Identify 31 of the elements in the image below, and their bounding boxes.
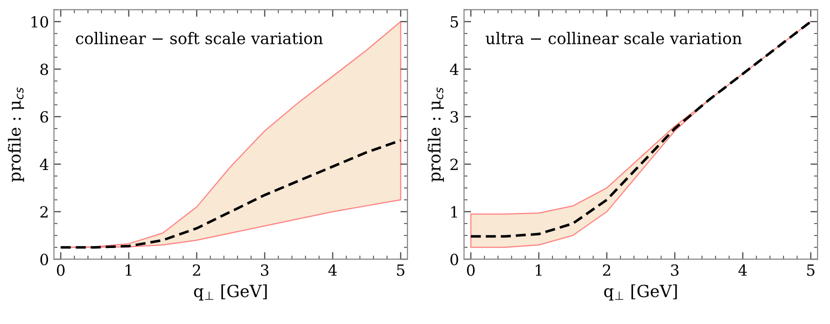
- x-tick-label: 0: [466, 264, 475, 276]
- y-tick-label: 3: [450, 111, 458, 123]
- x-tick-label: 2: [602, 264, 610, 276]
- y-tick-label: 6: [40, 111, 48, 123]
- y-tick-label: 0: [40, 254, 48, 266]
- y-tick-label: 1: [451, 206, 457, 218]
- x-tick-label: 5: [397, 264, 404, 276]
- y-axis-title: profile : μ$_{cs}$: [428, 87, 444, 182]
- y-tick-label: 10: [32, 16, 48, 28]
- x-tick-label: 4: [328, 264, 337, 276]
- y-tick-label: 8: [40, 64, 48, 76]
- x-tick-label: 1: [126, 264, 132, 276]
- x-tick-label: 2: [192, 264, 200, 276]
- x-tick-label: 3: [671, 264, 679, 276]
- x-tick-label: 1: [536, 264, 542, 276]
- x-tick-label: 0: [56, 264, 65, 276]
- y-tick-label: 5: [450, 16, 458, 28]
- x-axis-title: q$_{⊥}$ [GeV]: [604, 284, 677, 301]
- y-tick-label: 2: [40, 206, 48, 218]
- line-series: [60, 139, 402, 249]
- y-tick-label: 4: [450, 64, 458, 75]
- x-axis-title: q$_{⊥}$ [GeV]: [194, 284, 267, 301]
- y-tick-label: 0: [450, 254, 458, 266]
- x-tick-label: 3: [261, 264, 268, 276]
- y-tick-label: 4: [40, 158, 48, 170]
- x-tick-label: 4: [738, 264, 747, 276]
- annotation: collinear − soft scale variation: [76, 32, 323, 44]
- y-tick-label: 2: [450, 158, 458, 170]
- annotation: ultra − collinear scale variation: [486, 32, 742, 44]
- y-axis-title: profile : μ$_{cs}$: [8, 87, 24, 182]
- x-tick-label: 5: [807, 264, 814, 276]
